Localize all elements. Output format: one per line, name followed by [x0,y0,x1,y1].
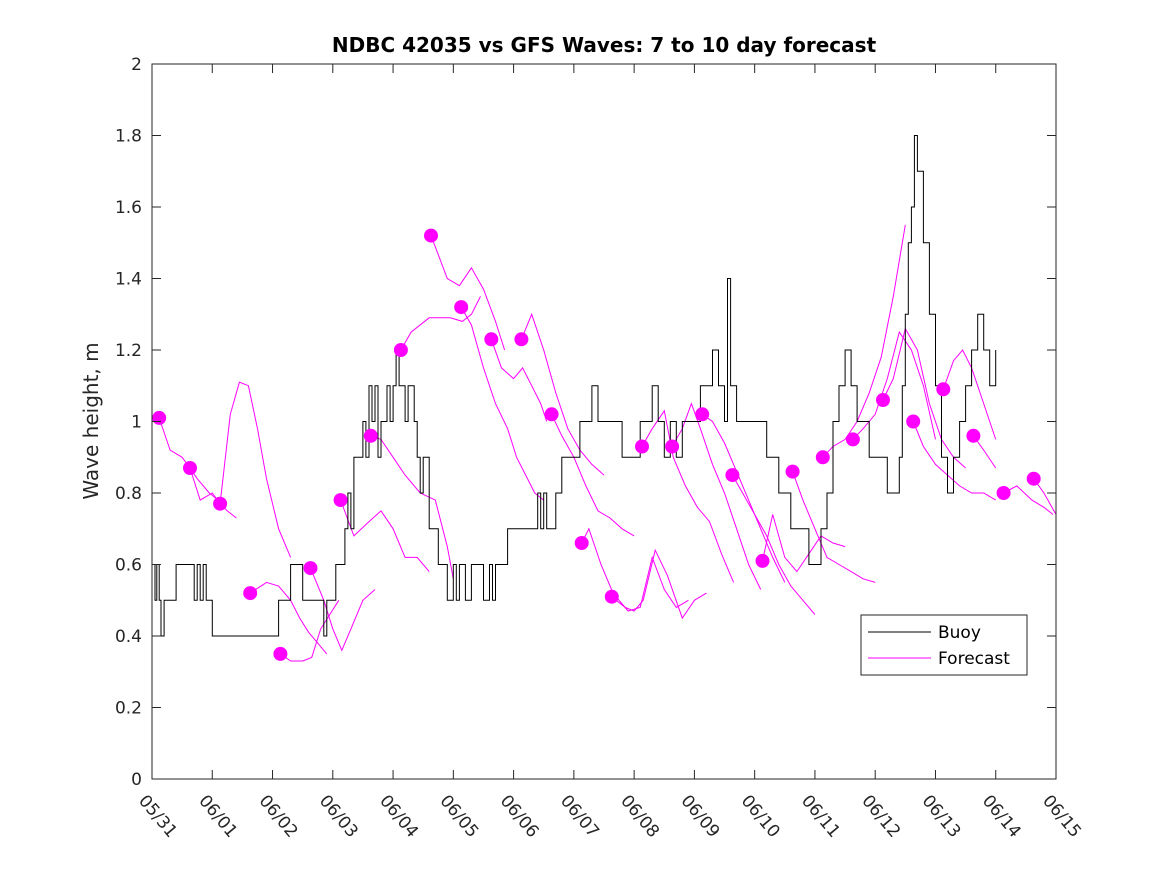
forecast-start-point [966,428,981,443]
forecast-track-line [701,413,786,583]
forecast-start-point [635,439,649,454]
forecast-start-point [845,432,860,447]
y-axis-label: Wave height, m [79,342,103,499]
forecast-start-point [213,496,228,511]
forecast-start-point [243,586,258,601]
forecast-start-point [183,461,197,475]
y-tick-label: 1.6 [115,198,142,218]
y-tick-label: 0.8 [115,484,142,504]
forecast-track-line [671,402,762,590]
forecast-track-line [792,471,876,583]
forecast-track-line [370,435,454,579]
forecast-start-point [725,468,740,483]
forecast-start-point [152,410,167,425]
forecast-start-point [424,228,438,243]
buoy-line [152,135,997,637]
forecast-start-point [454,300,469,315]
y-tick-label: 0.6 [115,556,142,576]
forecast-track-line [641,409,735,583]
forecast-track-line [340,499,430,572]
forecast-start-point [574,536,589,550]
forecast-start-point [876,393,890,407]
y-tick-label: 1.2 [115,341,142,361]
forecast-track-line [1003,485,1054,515]
legend-box [860,614,1028,676]
forecast-start-point [695,407,710,422]
forecast-start-point [996,486,1011,500]
forecast-track-line [731,474,816,615]
y-tick-label: 1.4 [115,270,142,290]
legend-label-forecast: Forecast [938,649,1010,669]
legend-label-buoy: Buoy [938,623,981,643]
forecast-track-line [400,296,481,351]
forecast-track-line [520,312,605,476]
forecast-start-point [665,439,680,454]
forecast-track-line [219,381,292,558]
y-tick-label: 1.8 [115,127,142,147]
y-tick-label: 0.2 [115,699,142,719]
forecast-start-point [604,589,619,604]
forecast-start-point [936,382,951,397]
y-tick-label: 1 [131,413,142,433]
forecast-track-line [611,548,707,620]
forecast-track-line [430,235,506,351]
forecast-track-line [581,527,689,612]
forecast-start-point [1026,471,1041,486]
legend: Buoy Forecast [860,614,1028,676]
forecast-start-point [273,646,288,661]
y-axis-ticks: 0 0.2 0.4 0.6 0.8 1 1.2 1.4 1.6 1.8 2 [115,55,1056,790]
forecast-track-line [882,327,966,469]
forecast-start-point [906,414,921,429]
y-tick-label: 2 [131,55,142,75]
forecast-track-line [280,600,340,662]
forecast-start-point [755,553,770,568]
y-tick-label: 0 [131,770,142,790]
forecast-track-line [822,224,906,458]
forecast-start-point [785,464,800,479]
forecast-start-point [544,407,559,422]
forecast-track-line [942,349,997,440]
series-layer [152,135,1056,662]
forecast-track-line [460,306,545,501]
forecast-track-line [490,339,548,422]
forecast-start-point [815,450,830,465]
forecast-start-point [393,343,408,357]
forecast-track-line [551,414,635,537]
forecast-track-line [852,330,936,440]
forecast-track-line [249,581,328,655]
forecast-start-point [363,428,378,443]
y-tick-label: 0.4 [115,627,142,647]
chart-title: NDBC 42035 vs GFS Waves: 7 to 10 day for… [332,33,877,57]
forecast-track-line [762,514,846,573]
forecast-start-point [484,332,499,347]
forecast-start-point [514,332,529,347]
forecast-start-point [333,493,348,508]
forecast-start-point [303,561,318,576]
